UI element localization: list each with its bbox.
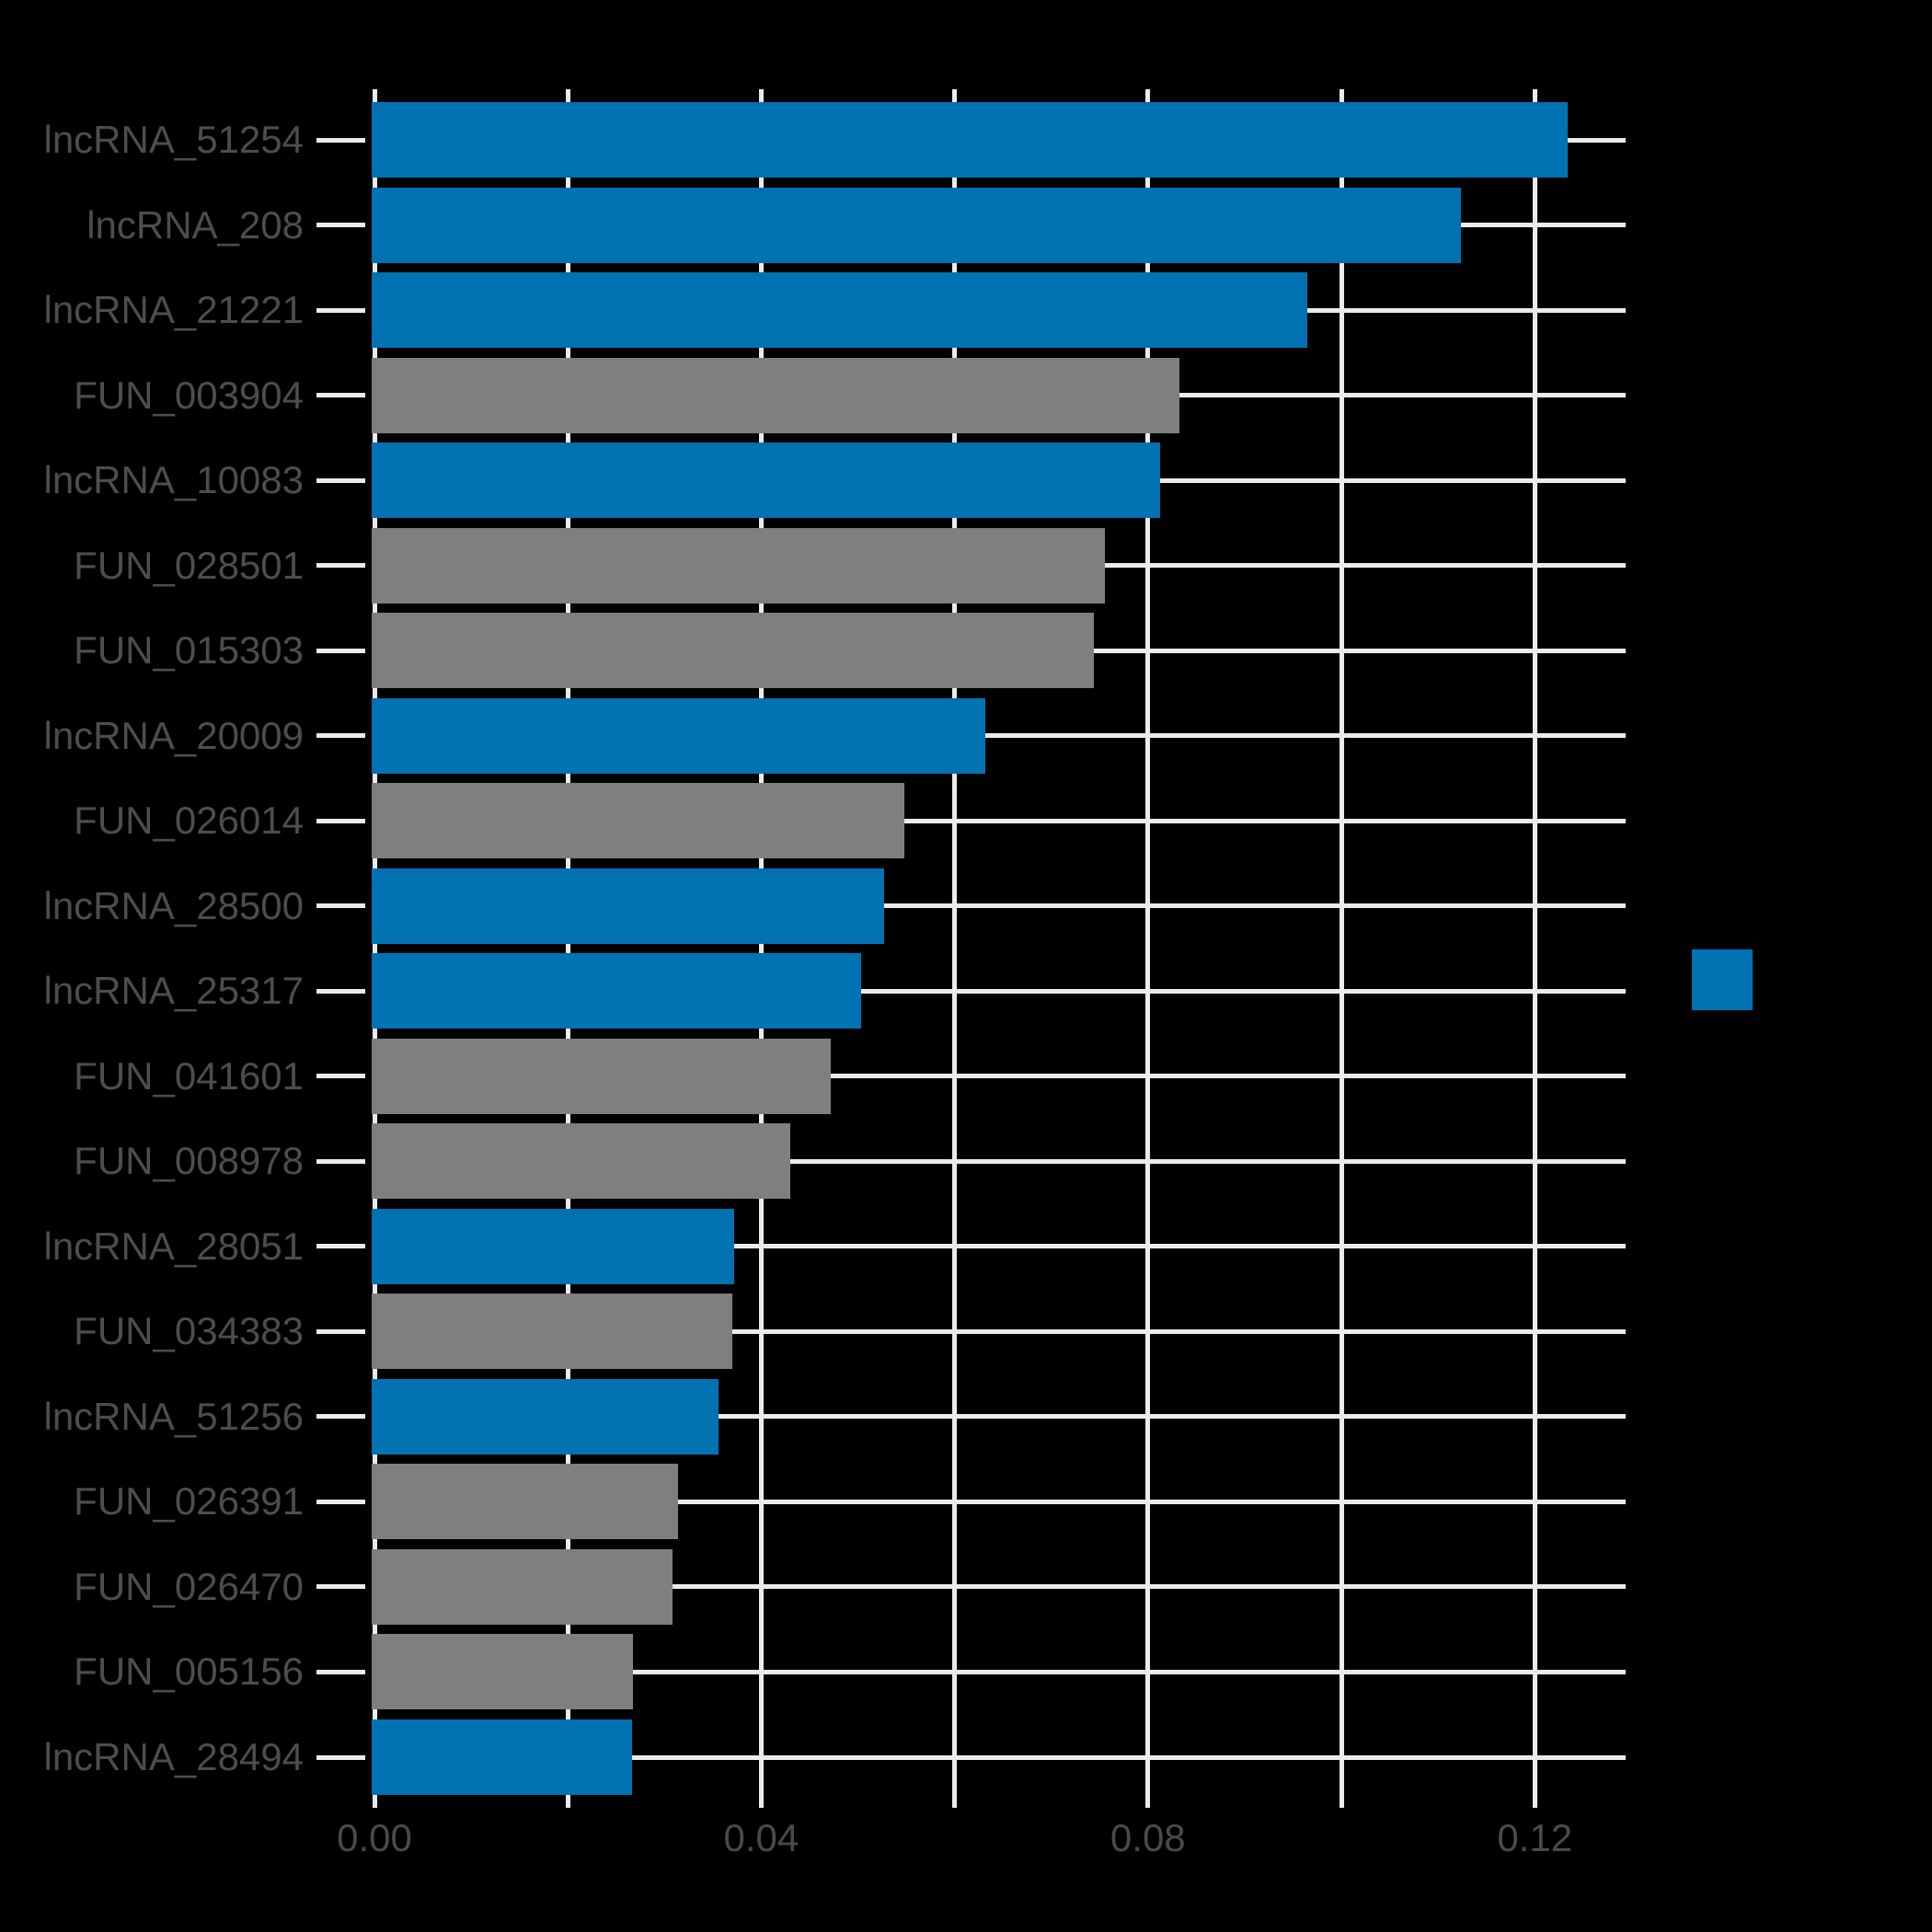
bar-FUN_026014 (372, 783, 904, 859)
y-axis-label: lncRNA_51256 (43, 1394, 304, 1438)
y-axis-label: lncRNA_28051 (43, 1224, 304, 1268)
y-axis-tick (316, 1754, 365, 1760)
y-axis-tick (316, 1328, 365, 1334)
legend-swatch-lncRNA (1692, 949, 1753, 1010)
bar-FUN_026391 (372, 1464, 678, 1540)
y-axis-tick (316, 1584, 365, 1590)
y-axis-label: FUN_041601 (74, 1053, 304, 1098)
y-axis-label: FUN_026470 (74, 1564, 304, 1608)
y-axis-label: lncRNA_25317 (43, 969, 304, 1013)
bar-lncRNA_28500 (372, 868, 884, 944)
row-gridline (373, 1499, 1626, 1504)
y-axis-label: FUN_005156 (74, 1650, 304, 1694)
y-axis-label: FUN_003904 (74, 373, 304, 417)
y-axis-tick (316, 1499, 365, 1504)
bar-FUN_026470 (372, 1548, 673, 1625)
row-gridline (373, 1414, 1626, 1420)
y-axis-tick (316, 733, 365, 739)
y-axis-tick (316, 818, 365, 823)
y-axis-tick (316, 903, 365, 909)
x-axis-tick-label: 0.08 (1110, 1816, 1186, 1859)
y-axis-label: FUN_034383 (74, 1309, 304, 1353)
x-axis-tick-label: 0.00 (337, 1816, 412, 1859)
bar-lncRNA_51256 (372, 1378, 719, 1455)
y-axis-label: lncRNA_51254 (43, 118, 304, 161)
x-gridline (1145, 89, 1151, 1808)
y-axis-tick (316, 307, 365, 313)
bar-FUN_005156 (372, 1634, 633, 1710)
y-axis-tick (316, 1669, 365, 1674)
x-gridline (1339, 89, 1344, 1808)
row-gridline (373, 903, 1626, 909)
y-axis-tick (316, 1414, 365, 1420)
bar-lncRNA_20009 (372, 697, 986, 774)
row-gridline (373, 818, 1626, 823)
bar-FUN_041601 (372, 1038, 832, 1114)
bar-lncRNA_51254 (372, 102, 1568, 178)
bar-FUN_008978 (372, 1123, 790, 1200)
row-gridline (373, 733, 1626, 739)
y-axis-label: lncRNA_28500 (43, 883, 304, 927)
bar-lncRNA_28494 (372, 1719, 632, 1795)
row-gridline (373, 1669, 1626, 1674)
x-gridline (1532, 89, 1537, 1808)
bar-lncRNA_21221 (372, 272, 1308, 349)
y-axis-label: lncRNA_10083 (43, 458, 304, 502)
x-gridline (758, 89, 764, 1808)
bar-FUN_028501 (372, 527, 1105, 604)
y-axis-label: lncRNA_28494 (43, 1735, 304, 1778)
row-gridline (373, 1584, 1626, 1590)
y-axis-tick (316, 477, 365, 483)
x-axis-tick-label: 0.12 (1497, 1816, 1573, 1859)
x-gridline (372, 89, 377, 1808)
bar-FUN_034383 (372, 1294, 732, 1370)
y-axis-tick (316, 137, 365, 143)
x-gridline (952, 89, 958, 1808)
y-axis-tick (316, 1074, 365, 1079)
y-axis-label: FUN_008978 (74, 1139, 304, 1183)
bar-FUN_003904 (372, 357, 1180, 433)
y-axis-label: lncRNA_20009 (43, 713, 304, 757)
y-axis-label: lncRNA_208 (86, 202, 304, 247)
row-gridline (373, 1754, 1626, 1760)
y-axis-tick (316, 988, 365, 994)
row-gridline (373, 1158, 1626, 1164)
row-gridline (373, 1244, 1626, 1249)
y-axis-tick (316, 393, 365, 398)
bar-lncRNA_28051 (372, 1208, 734, 1284)
y-axis-tick (316, 223, 365, 228)
y-axis-label: FUN_015303 (74, 628, 304, 673)
bar-lncRNA_208 (372, 187, 1462, 263)
row-gridline (373, 1328, 1626, 1334)
y-axis-tick (316, 648, 365, 653)
y-axis-tick (316, 563, 365, 569)
row-gridline (373, 1074, 1626, 1079)
bar-FUN_015303 (372, 613, 1094, 689)
y-axis-label: FUN_028501 (74, 543, 304, 587)
x-gridline (565, 89, 570, 1808)
row-gridline (373, 988, 1626, 994)
y-axis-label: FUN_026014 (74, 799, 304, 843)
bar-lncRNA_25317 (372, 953, 861, 1029)
bar-lncRNA_10083 (372, 443, 1161, 519)
y-axis-label: FUN_026391 (74, 1479, 304, 1524)
x-axis-tick-label: 0.04 (723, 1816, 799, 1859)
y-axis-label: lncRNA_21221 (43, 288, 304, 332)
y-axis-tick (316, 1244, 365, 1249)
y-axis-tick (316, 1158, 365, 1164)
